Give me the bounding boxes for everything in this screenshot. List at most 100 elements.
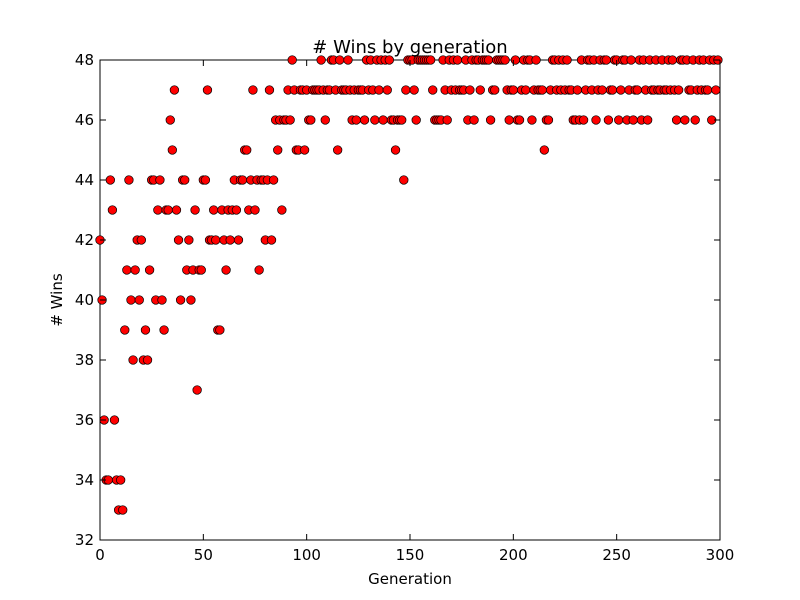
y-tick-label: 36 (75, 411, 94, 429)
data-point (601, 55, 611, 65)
data-point (211, 235, 221, 245)
data-point (591, 115, 601, 125)
data-point (607, 85, 618, 95)
chart-title: # Wins by generation (312, 37, 507, 58)
x-tick-label: 300 (706, 546, 735, 564)
data-point (674, 85, 684, 95)
data-point (469, 115, 479, 125)
data-point (603, 115, 614, 125)
data-point (628, 115, 638, 125)
data-point (142, 355, 153, 365)
data-point (242, 145, 252, 155)
data-point (490, 85, 500, 95)
data-point (543, 115, 554, 125)
data-point (333, 145, 343, 155)
data-point (531, 55, 541, 65)
data-point (192, 385, 202, 395)
data-point (316, 55, 326, 65)
data-point (537, 85, 547, 95)
y-tick-label: 44 (75, 171, 94, 189)
data-point (690, 115, 700, 125)
y-tick-label: 40 (75, 291, 94, 309)
x-tick-label: 250 (602, 546, 631, 564)
data-point (184, 235, 194, 245)
data-point (277, 205, 287, 215)
data-point (144, 265, 155, 275)
data-point (384, 55, 394, 65)
y-tick-label: 42 (75, 231, 94, 249)
data-point (165, 115, 175, 125)
data-point (186, 295, 196, 305)
data-point (711, 85, 721, 95)
data-point (390, 145, 401, 155)
data-point (397, 115, 407, 125)
data-point (254, 265, 264, 275)
data-point (231, 205, 242, 215)
data-point (411, 115, 421, 125)
data-point (667, 55, 678, 65)
data-point (266, 235, 277, 245)
data-point (539, 145, 549, 155)
x-axis-label: Generation (368, 570, 452, 588)
data-point (122, 265, 132, 275)
data-point (169, 85, 180, 95)
data-point (343, 55, 353, 65)
data-point (233, 235, 244, 245)
x-tick-label: 200 (499, 546, 528, 564)
data-point (124, 175, 134, 185)
data-point (126, 295, 136, 305)
data-point (426, 55, 436, 65)
y-tick-label: 48 (75, 51, 94, 69)
data-point (521, 85, 531, 95)
data-point (578, 115, 589, 125)
data-point (614, 115, 624, 125)
data-point (221, 265, 231, 275)
data-point (452, 55, 463, 65)
data-point (196, 265, 206, 275)
data-point (285, 115, 295, 125)
data-point (475, 85, 485, 95)
data-point (680, 115, 690, 125)
data-point (527, 115, 537, 125)
data-point (485, 115, 496, 125)
data-point (167, 145, 177, 155)
data-point (504, 115, 514, 125)
data-point (643, 115, 653, 125)
data-point (514, 115, 525, 125)
data-point (136, 235, 146, 245)
data-markers (95, 55, 723, 515)
data-point (442, 115, 452, 125)
data-point (500, 55, 510, 65)
data-point (483, 55, 494, 65)
x-tick-label: 100 (292, 546, 321, 564)
data-point (173, 235, 184, 245)
data-point (237, 175, 248, 185)
data-point (209, 205, 219, 215)
data-point (508, 85, 518, 95)
data-point (215, 325, 225, 335)
data-point (370, 115, 380, 125)
data-point (399, 175, 409, 185)
data-point (597, 85, 607, 95)
data-point (200, 175, 211, 185)
data-point (120, 325, 130, 335)
data-point (409, 85, 419, 95)
data-point (180, 175, 190, 185)
x-tick-label: 0 (95, 546, 105, 564)
data-point (428, 85, 438, 95)
data-point (140, 325, 151, 335)
data-point (510, 55, 521, 65)
data-point (382, 85, 392, 95)
y-tick-label: 38 (75, 351, 94, 369)
data-point (562, 55, 572, 65)
data-point (118, 505, 128, 515)
data-point (171, 205, 182, 215)
data-point (351, 115, 361, 125)
data-point (268, 175, 279, 185)
x-axis-ticks: 0 50 100 150 200 250 300 (95, 60, 734, 564)
data-point (320, 115, 330, 125)
data-point (159, 325, 169, 335)
data-point (202, 85, 213, 95)
data-point (163, 205, 173, 215)
data-point (572, 85, 583, 95)
